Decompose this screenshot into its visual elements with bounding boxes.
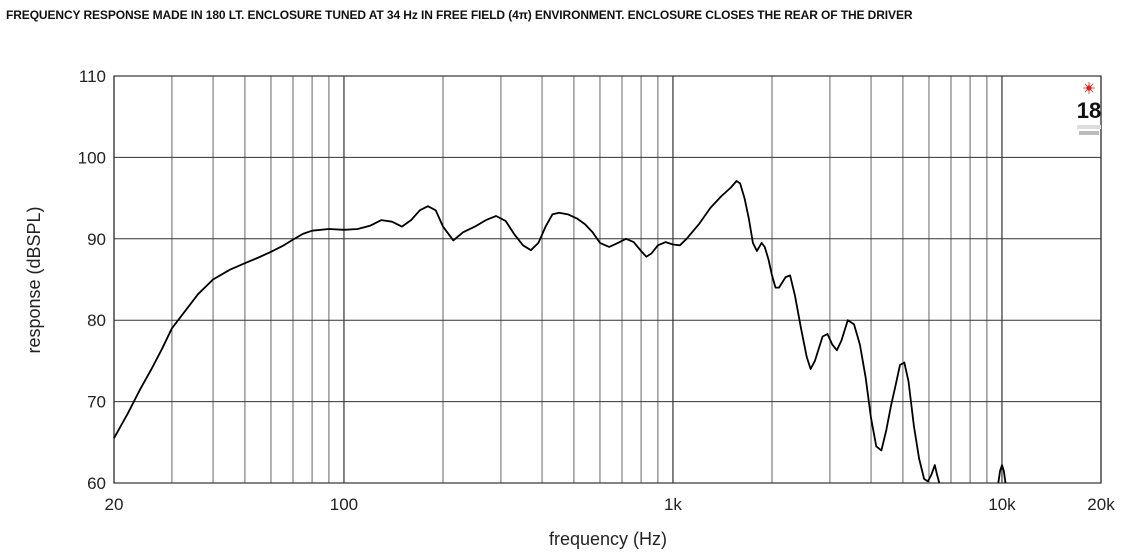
y-axis-label: response (dBSPL) (24, 206, 44, 353)
x-tick-labels: 20 100 1k 10k 20k (105, 495, 1116, 514)
plot-frame (113, 75, 1102, 484)
x-tick-label: 20k (1087, 495, 1115, 514)
y-tick-labels: 110 100 90 80 70 60 (78, 67, 106, 493)
minor-gridlines (171, 76, 988, 483)
x-tick-label: 20 (105, 495, 124, 514)
series-line (113, 180, 941, 484)
svg-text:18: 18 (1077, 98, 1101, 123)
y-tick-label: 80 (87, 311, 106, 330)
y-tick-label: 70 (87, 393, 106, 412)
series-line (997, 464, 1007, 484)
y-tick-label: 100 (78, 148, 106, 167)
brand-logo: 18 (1077, 82, 1101, 135)
x-tick-label: 1k (664, 495, 682, 514)
y-tick-label: 110 (79, 67, 106, 86)
logo-spark-icon (1083, 82, 1095, 94)
x-axis-label: frequency (Hz) (549, 529, 667, 549)
chart-title: FREQUENCY RESPONSE MADE IN 180 LT. ENCLO… (6, 8, 913, 22)
x-tick-label: 100 (330, 495, 358, 514)
series-layer (113, 180, 1007, 484)
y-tick-label: 60 (87, 474, 106, 493)
x-tick-label: 10k (988, 495, 1016, 514)
major-gridlines (113, 75, 1102, 484)
y-tick-label: 90 (87, 230, 106, 249)
